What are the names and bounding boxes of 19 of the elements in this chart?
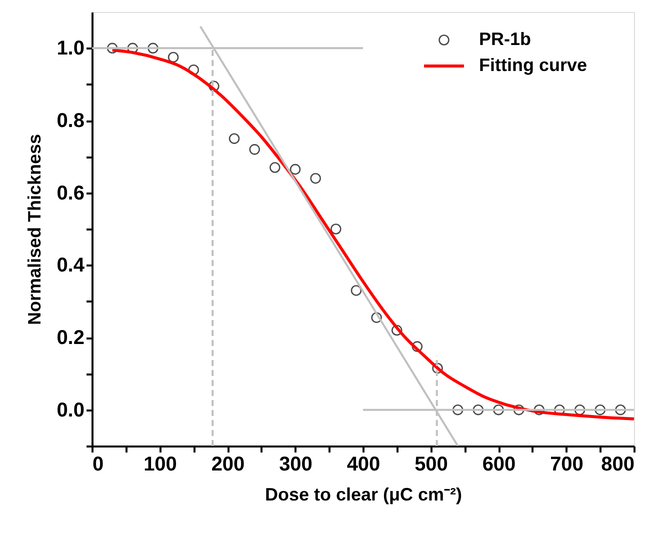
x-tick-label: 100 bbox=[144, 454, 177, 476]
x-tick-label: 600 bbox=[482, 454, 516, 476]
x-tick-label: 300 bbox=[279, 454, 312, 476]
y-tick-label: 0.6 bbox=[56, 182, 84, 204]
y-axis-title: Normalised Thickness bbox=[24, 134, 45, 326]
y-tick-label: 1.0 bbox=[56, 38, 84, 60]
y-tick-label: 0.0 bbox=[56, 399, 84, 422]
x-tick-label: 0 bbox=[92, 454, 104, 476]
y-tick-label: 0.2 bbox=[56, 327, 84, 349]
x-tick-label: 800 bbox=[601, 454, 634, 476]
y-tick-label: 0.8 bbox=[56, 110, 84, 132]
x-tick-label: 400 bbox=[346, 454, 380, 476]
x-tick-label: 200 bbox=[211, 454, 245, 476]
x-tick-label: 700 bbox=[550, 454, 584, 476]
legend-label: PR-1b bbox=[479, 29, 532, 49]
legend-label: Fitting curve bbox=[479, 55, 588, 75]
x-axis-title: Dose to clear (μC cm⁻²) bbox=[264, 484, 462, 504]
x-tick-label: 500 bbox=[414, 454, 448, 476]
y-tick-label: 0.4 bbox=[56, 254, 86, 277]
